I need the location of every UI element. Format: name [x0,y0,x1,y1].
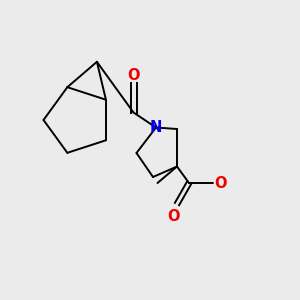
Text: O: O [167,209,180,224]
Text: O: O [214,176,227,190]
Text: N: N [150,120,162,135]
Text: O: O [127,68,140,82]
